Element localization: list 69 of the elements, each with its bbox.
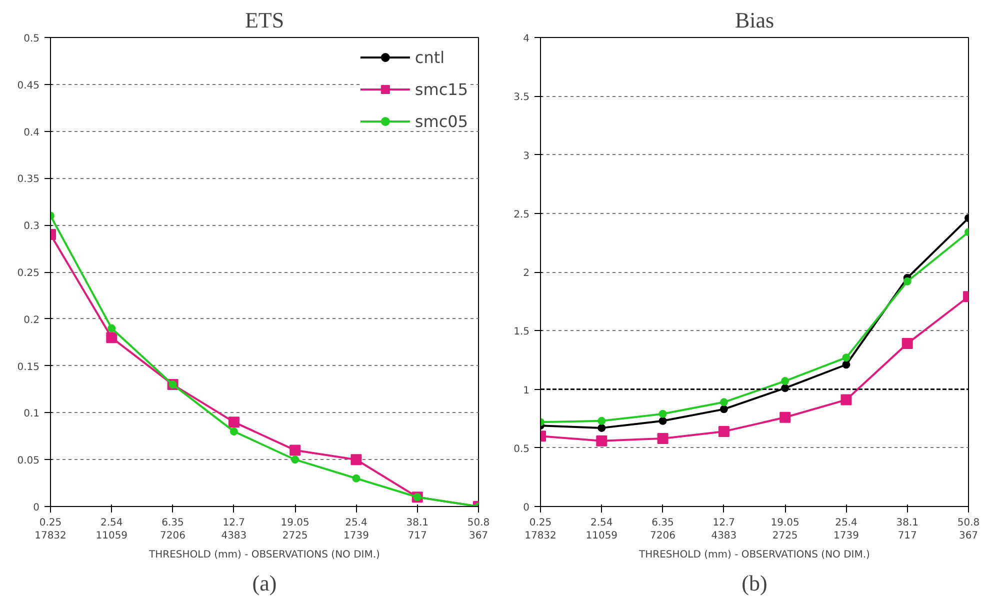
y-tick-label: 1.5 [514,326,530,338]
x-tick-label: 50.8 367 [957,518,980,542]
text: (b) [742,570,768,596]
point [840,394,852,406]
x-tick-label: 19.05 2725 [770,518,800,542]
point [598,416,606,425]
point [106,332,118,344]
point [842,360,850,369]
point [657,432,668,444]
x-tick-label: 50.8 367 [467,518,490,542]
y-tick-label: 0.4 [24,127,40,138]
point [291,456,300,464]
point [290,444,301,456]
y-tick-label: 4 [523,34,530,44]
x-axis-title: THRESHOLD (mm) - OBSERVATIONS (NO DIM.) [638,550,870,561]
x-tick-label: 25.4 1739 [833,518,859,542]
x-tick-label: 0.25 17832 [34,518,66,542]
y-tick-label: 0.25 [17,268,40,279]
y-tick-label: 1 [523,385,530,396]
point [228,416,240,428]
point [350,454,362,466]
point [903,277,912,286]
y-tick-label: 0 [523,502,530,514]
point [598,424,606,432]
y-tick-label: 3.5 [514,92,530,104]
point [842,354,850,362]
y-tick-label: 0 [33,502,40,514]
y-tick-label: 0.5 [24,34,40,44]
point [780,412,791,423]
y-tick-label: 0.15 [17,362,40,373]
y-tick-label: 0.45 [17,80,40,92]
y-tick-label: 3 [523,150,530,162]
y-tick-label: 0.05 [17,456,40,467]
y-tick-label: 2.5 [514,209,530,220]
point [902,338,913,350]
legend-label: smc05 [414,112,468,130]
point [718,426,730,437]
point [352,474,360,482]
x-tick-label: 38.1 717 [896,518,918,542]
x-axis-title: THRESHOLD (mm) - OBSERVATIONS (NO DIM.) [148,550,380,561]
x-tick-label: 12.7 4383 [221,518,247,542]
x-tick-label: 25.4 1739 [343,518,369,542]
point [658,416,667,425]
y-tick-label: 0.3 [24,221,40,232]
chart-title: Bias [734,8,774,32]
y-tick-label: 0.35 [17,174,40,186]
legend-label: cntl [414,48,445,66]
point [596,435,608,446]
x-tick-label: 2.54 11059 [586,518,618,542]
x-tick-label: 19.05 2725 [280,518,310,542]
x-tick-label: 38.1 717 [406,518,428,542]
x-tick-label: 6.35 7206 [160,518,186,542]
point [658,410,667,418]
x-tick-label: 0.25 17832 [524,518,556,542]
point [230,427,238,436]
point [720,398,728,406]
chart-title: ETS [244,8,284,32]
y-tick-label: 0.1 [24,408,40,420]
x-tick-label: 12.7 4383 [711,518,737,542]
y-tick-label: 2 [523,268,530,279]
point [720,405,728,414]
x-tick-label: 6.35 7206 [650,518,676,542]
point [781,377,790,386]
point [108,324,116,332]
x-tick-label: 2.54 11059 [96,518,128,542]
text: (a) [252,570,277,596]
legend-label: smc15 [414,80,468,98]
y-tick-label: 0.2 [24,314,40,326]
y-tick-label: 0.5 [514,444,530,455]
